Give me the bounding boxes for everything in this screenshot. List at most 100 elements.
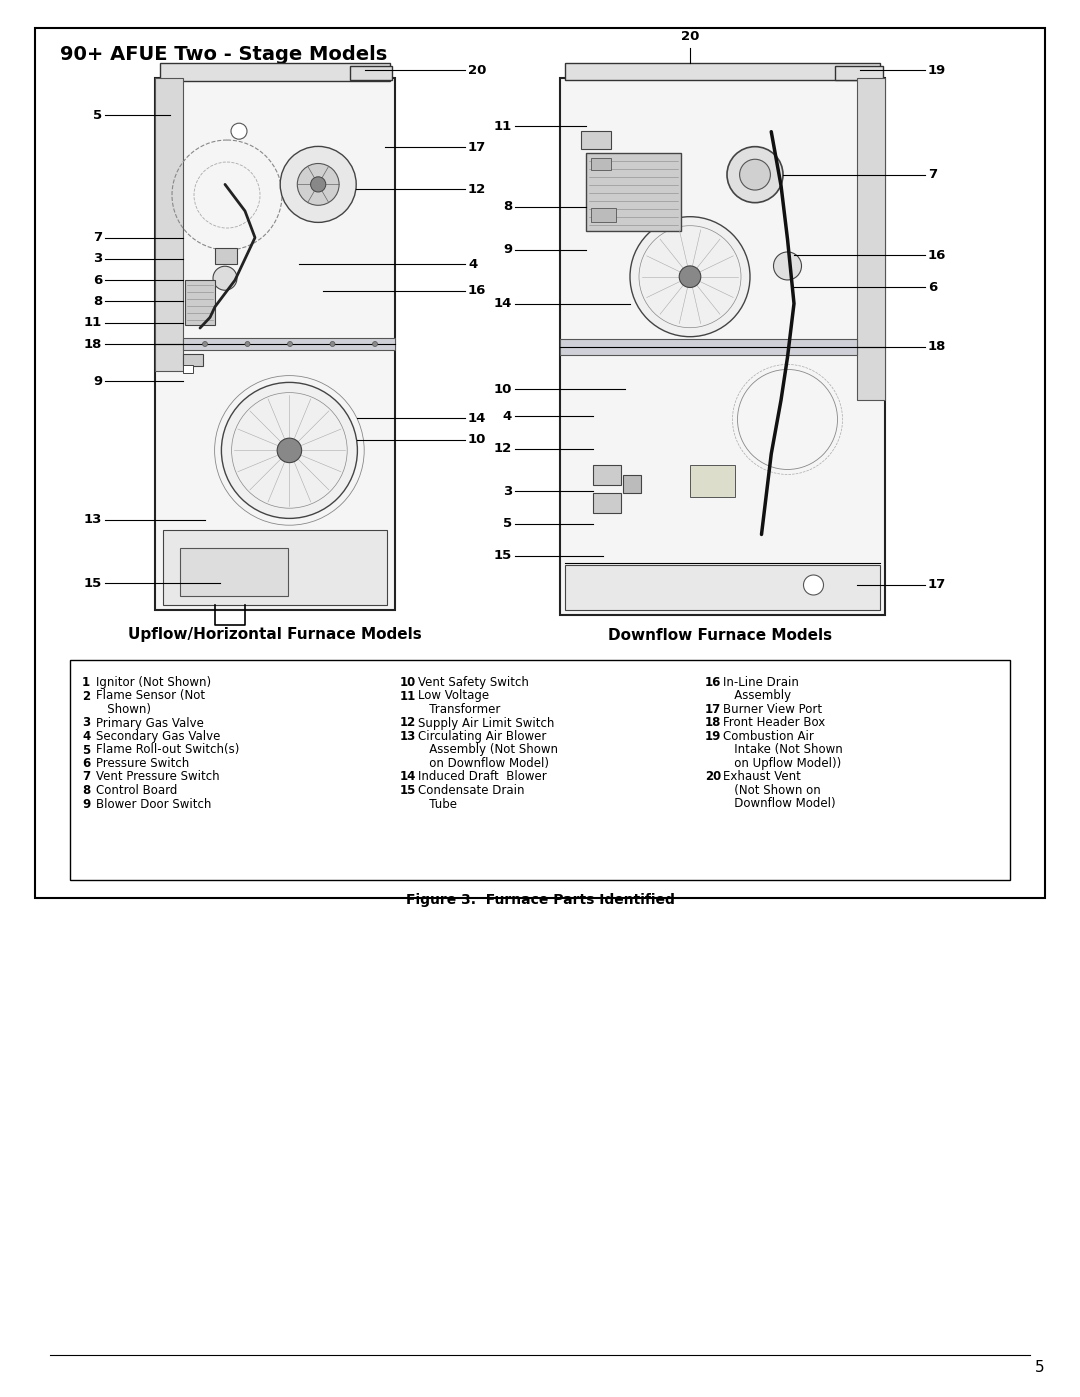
- Bar: [591, 158, 611, 170]
- Text: 11: 11: [84, 316, 102, 330]
- Circle shape: [679, 265, 701, 288]
- Bar: [690, 465, 735, 497]
- Text: Induced Draft  Blower: Induced Draft Blower: [418, 771, 546, 784]
- Text: 17: 17: [705, 703, 721, 717]
- Text: Intake (Not Shown: Intake (Not Shown: [723, 743, 842, 757]
- Circle shape: [630, 217, 750, 337]
- Text: 8: 8: [503, 200, 512, 214]
- Text: 15: 15: [400, 784, 417, 798]
- Bar: [350, 66, 392, 80]
- Circle shape: [330, 341, 335, 346]
- Text: 14: 14: [400, 771, 417, 784]
- Text: Vent Safety Switch: Vent Safety Switch: [418, 676, 529, 689]
- Text: on Downflow Model): on Downflow Model): [418, 757, 549, 770]
- Text: 13: 13: [400, 731, 416, 743]
- Text: 10: 10: [494, 383, 512, 395]
- Text: 18: 18: [705, 717, 721, 729]
- Text: 11: 11: [494, 120, 512, 133]
- Bar: [591, 208, 616, 222]
- Text: 5: 5: [82, 743, 91, 757]
- Text: Assembly (Not Shown: Assembly (Not Shown: [418, 743, 558, 757]
- Text: 14: 14: [468, 412, 486, 425]
- Text: 16: 16: [705, 676, 721, 689]
- Circle shape: [203, 341, 207, 346]
- Circle shape: [245, 341, 249, 346]
- Circle shape: [804, 576, 824, 595]
- Bar: [858, 78, 885, 400]
- Text: 19: 19: [928, 63, 946, 77]
- Circle shape: [287, 341, 293, 346]
- Bar: [561, 338, 858, 355]
- Text: Control Board: Control Board: [96, 784, 177, 798]
- Text: Figure 3.  Furnace Parts Identified: Figure 3. Furnace Parts Identified: [406, 893, 674, 907]
- Bar: [160, 63, 390, 81]
- Text: Secondary Gas Valve: Secondary Gas Valve: [96, 731, 220, 743]
- Text: Primary Gas Valve: Primary Gas Valve: [96, 717, 204, 729]
- Circle shape: [773, 251, 801, 279]
- Text: 9: 9: [82, 798, 91, 810]
- Bar: [593, 493, 621, 513]
- Text: 18: 18: [928, 339, 946, 353]
- Text: 18: 18: [83, 338, 102, 351]
- Text: 19: 19: [705, 731, 721, 743]
- Text: Assembly: Assembly: [723, 690, 792, 703]
- Text: Circulating Air Blower: Circulating Air Blower: [418, 731, 546, 743]
- Text: Low Voltage: Low Voltage: [418, 690, 489, 703]
- Circle shape: [373, 341, 378, 346]
- Circle shape: [278, 439, 301, 462]
- Text: 3: 3: [82, 717, 90, 729]
- Text: Vent Pressure Switch: Vent Pressure Switch: [96, 771, 219, 784]
- Text: Blower Door Switch: Blower Door Switch: [96, 798, 212, 810]
- Text: 16: 16: [468, 285, 486, 298]
- Text: 9: 9: [503, 243, 512, 256]
- Bar: [185, 281, 215, 326]
- Bar: [561, 78, 885, 615]
- Text: 12: 12: [494, 441, 512, 455]
- Text: Burner View Port: Burner View Port: [723, 703, 822, 717]
- Text: 11: 11: [400, 690, 416, 703]
- Text: (Not Shown on: (Not Shown on: [723, 784, 821, 798]
- Circle shape: [231, 123, 247, 140]
- Circle shape: [297, 163, 339, 205]
- Text: 7: 7: [928, 168, 937, 182]
- Text: 3: 3: [93, 253, 102, 265]
- Bar: [586, 154, 681, 231]
- Circle shape: [280, 147, 356, 222]
- Text: 4: 4: [468, 257, 477, 271]
- Text: Front Header Box: Front Header Box: [723, 717, 825, 729]
- Text: 15: 15: [84, 577, 102, 590]
- Text: 1: 1: [82, 676, 90, 689]
- Text: 2: 2: [82, 690, 90, 703]
- Circle shape: [311, 177, 326, 191]
- Text: 17: 17: [468, 141, 486, 154]
- Text: Downflow Furnace Models: Downflow Furnace Models: [608, 627, 832, 643]
- Text: Downflow Model): Downflow Model): [723, 798, 836, 810]
- Text: 20: 20: [468, 63, 486, 77]
- Text: Upflow/Horizontal Furnace Models: Upflow/Horizontal Furnace Models: [129, 627, 422, 643]
- Text: 15: 15: [494, 549, 512, 563]
- Text: Supply Air Limit Switch: Supply Air Limit Switch: [418, 717, 554, 729]
- Circle shape: [213, 267, 237, 291]
- Bar: [593, 465, 621, 485]
- Text: Flame Sensor (Not: Flame Sensor (Not: [96, 690, 205, 703]
- Bar: [183, 365, 193, 373]
- Bar: [156, 78, 183, 370]
- Text: 20: 20: [705, 771, 721, 784]
- Text: 6: 6: [93, 274, 102, 286]
- Text: 90+ AFUE Two - Stage Models: 90+ AFUE Two - Stage Models: [60, 46, 388, 64]
- Text: 8: 8: [82, 784, 91, 798]
- Text: 7: 7: [82, 771, 90, 784]
- Bar: [156, 78, 395, 610]
- Text: Combustion Air: Combustion Air: [723, 731, 814, 743]
- Text: 14: 14: [494, 298, 512, 310]
- Text: 5: 5: [1036, 1361, 1044, 1376]
- Text: 6: 6: [928, 281, 937, 293]
- Text: 10: 10: [400, 676, 416, 689]
- Text: 8: 8: [93, 295, 102, 307]
- Text: Tube: Tube: [418, 798, 457, 810]
- Circle shape: [221, 383, 357, 518]
- Text: 16: 16: [928, 249, 946, 261]
- Text: 12: 12: [400, 717, 416, 729]
- Bar: [565, 63, 880, 80]
- Text: 13: 13: [83, 513, 102, 527]
